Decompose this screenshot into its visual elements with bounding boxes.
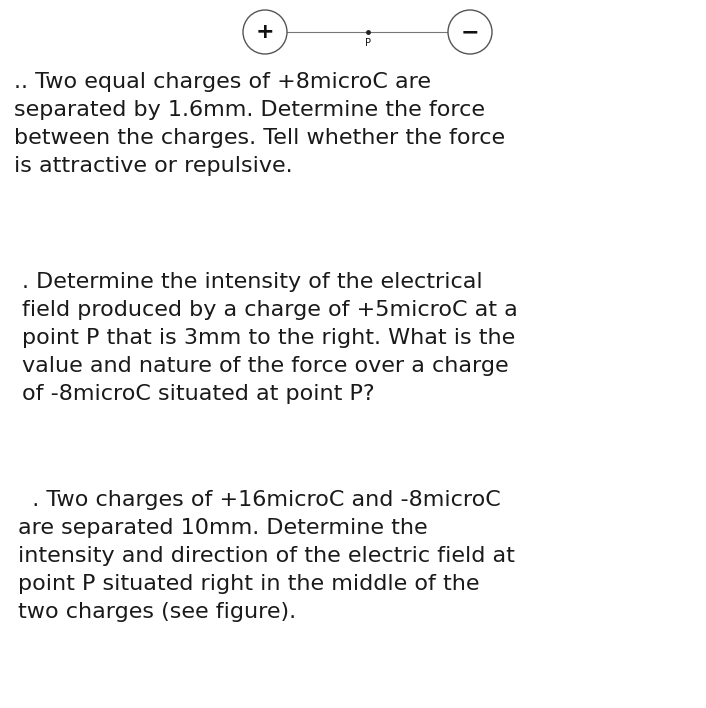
Ellipse shape [448, 10, 492, 54]
Text: . Determine the intensity of the electrical
field produced by a charge of +5micr: . Determine the intensity of the electri… [22, 272, 517, 404]
Ellipse shape [243, 10, 287, 54]
Text: +: + [256, 22, 275, 42]
Text: . Two charges of +16microC and -8microC
are separated 10mm. Determine the
intens: . Two charges of +16microC and -8microC … [18, 490, 515, 622]
Text: P: P [365, 38, 371, 48]
Text: .. Two equal charges of +8microC are
separated by 1.6mm. Determine the force
bet: .. Two equal charges of +8microC are sep… [14, 72, 505, 176]
Text: −: − [461, 22, 479, 42]
